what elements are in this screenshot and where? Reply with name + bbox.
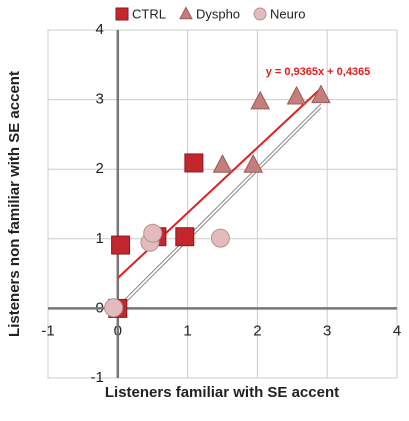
point: [210, 228, 230, 248]
y-tick-label: 3: [95, 91, 103, 108]
point: [243, 154, 264, 173]
trend-label: y = 0,9365x + 0,4365: [266, 66, 371, 78]
legend-label: Neuro: [270, 6, 305, 21]
legend-label: CTRL: [132, 6, 166, 21]
y-tick-label: 2: [95, 160, 103, 177]
point: [143, 223, 163, 243]
legend-marker: [253, 7, 267, 21]
plot-frame: [47, 29, 398, 379]
y-tick-label: 4: [95, 21, 103, 38]
point: [111, 235, 131, 255]
y-tick-label: 1: [95, 230, 103, 247]
point: [286, 85, 307, 105]
x-tick-label: 2: [253, 322, 261, 339]
point: [212, 154, 233, 173]
point: [184, 153, 204, 173]
reference-line: [117, 107, 322, 311]
legend-label: Dyspho: [196, 6, 240, 21]
y-tick-label: -1: [90, 369, 103, 386]
x-tick-label: -1: [41, 322, 54, 339]
x-tick-label: 3: [323, 322, 331, 339]
point: [311, 84, 331, 104]
y-axis-title: Listeners non familiar with SE accent: [6, 71, 23, 337]
x-axis-title: Listeners familiar with SE accent: [105, 384, 339, 401]
reference-line: [117, 103, 322, 307]
point: [104, 298, 124, 318]
x-tick-label: 1: [183, 322, 191, 339]
point: [250, 90, 271, 110]
legend-marker: [179, 6, 193, 20]
point: [175, 227, 195, 247]
x-tick-label: 4: [393, 322, 401, 339]
legend-marker: [115, 7, 129, 21]
